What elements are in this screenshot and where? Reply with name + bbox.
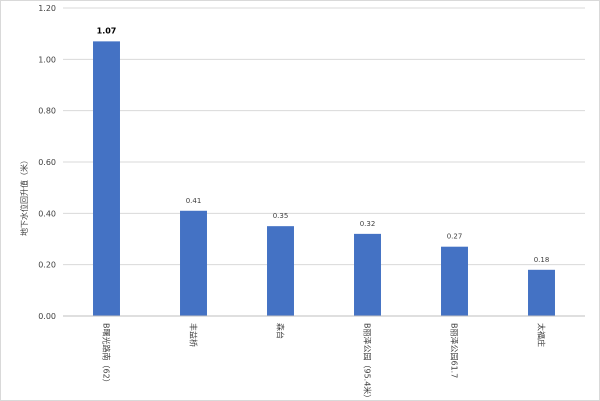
x-axis-categories: B曙光路南（62） 丰益桥 森台 B丽泽公园（95.4米） B丽泽公园61.7 太福庄	[102, 323, 547, 401]
y-tick-label: 1.20	[38, 4, 56, 13]
bar	[441, 246, 468, 316]
x-tick-label: 太福庄	[537, 323, 547, 347]
data-label: 0.18	[534, 256, 550, 264]
bar	[267, 226, 294, 316]
bar	[93, 41, 120, 316]
data-label: 0.27	[447, 233, 463, 241]
y-axis-ticks: 0.00 0.20 0.40 0.60 0.80 1.00 1.20	[38, 4, 56, 321]
x-tick-label: 森台	[276, 323, 286, 339]
gridlines	[63, 7, 585, 266]
y-tick-label: 0.40	[38, 209, 56, 218]
bar	[180, 210, 207, 316]
y-tick-label: 1.00	[38, 55, 56, 64]
bar	[354, 233, 381, 316]
y-tick-label: 0.20	[38, 261, 56, 270]
bar	[528, 269, 555, 316]
data-label: 0.32	[360, 220, 376, 228]
y-axis-label: 地下水位回升值（米）	[19, 156, 29, 236]
data-label: 1.07	[97, 26, 117, 35]
bars	[93, 41, 555, 316]
x-tick-label: B曙光路南（62）	[102, 323, 112, 387]
y-tick-label: 0.60	[38, 158, 56, 167]
data-label: 0.35	[273, 212, 289, 220]
x-tick-label: B丽泽公园（95.4米）	[363, 323, 373, 401]
y-tick-label: 0.80	[38, 107, 56, 116]
data-label: 0.41	[186, 197, 202, 205]
y-tick-label: 0.00	[38, 312, 56, 321]
x-tick-label: B丽泽公园61.7	[450, 323, 459, 378]
x-tick-label: 丰益桥	[189, 323, 199, 347]
data-labels: 1.07 0.41 0.35 0.32 0.27 0.18	[97, 26, 550, 263]
